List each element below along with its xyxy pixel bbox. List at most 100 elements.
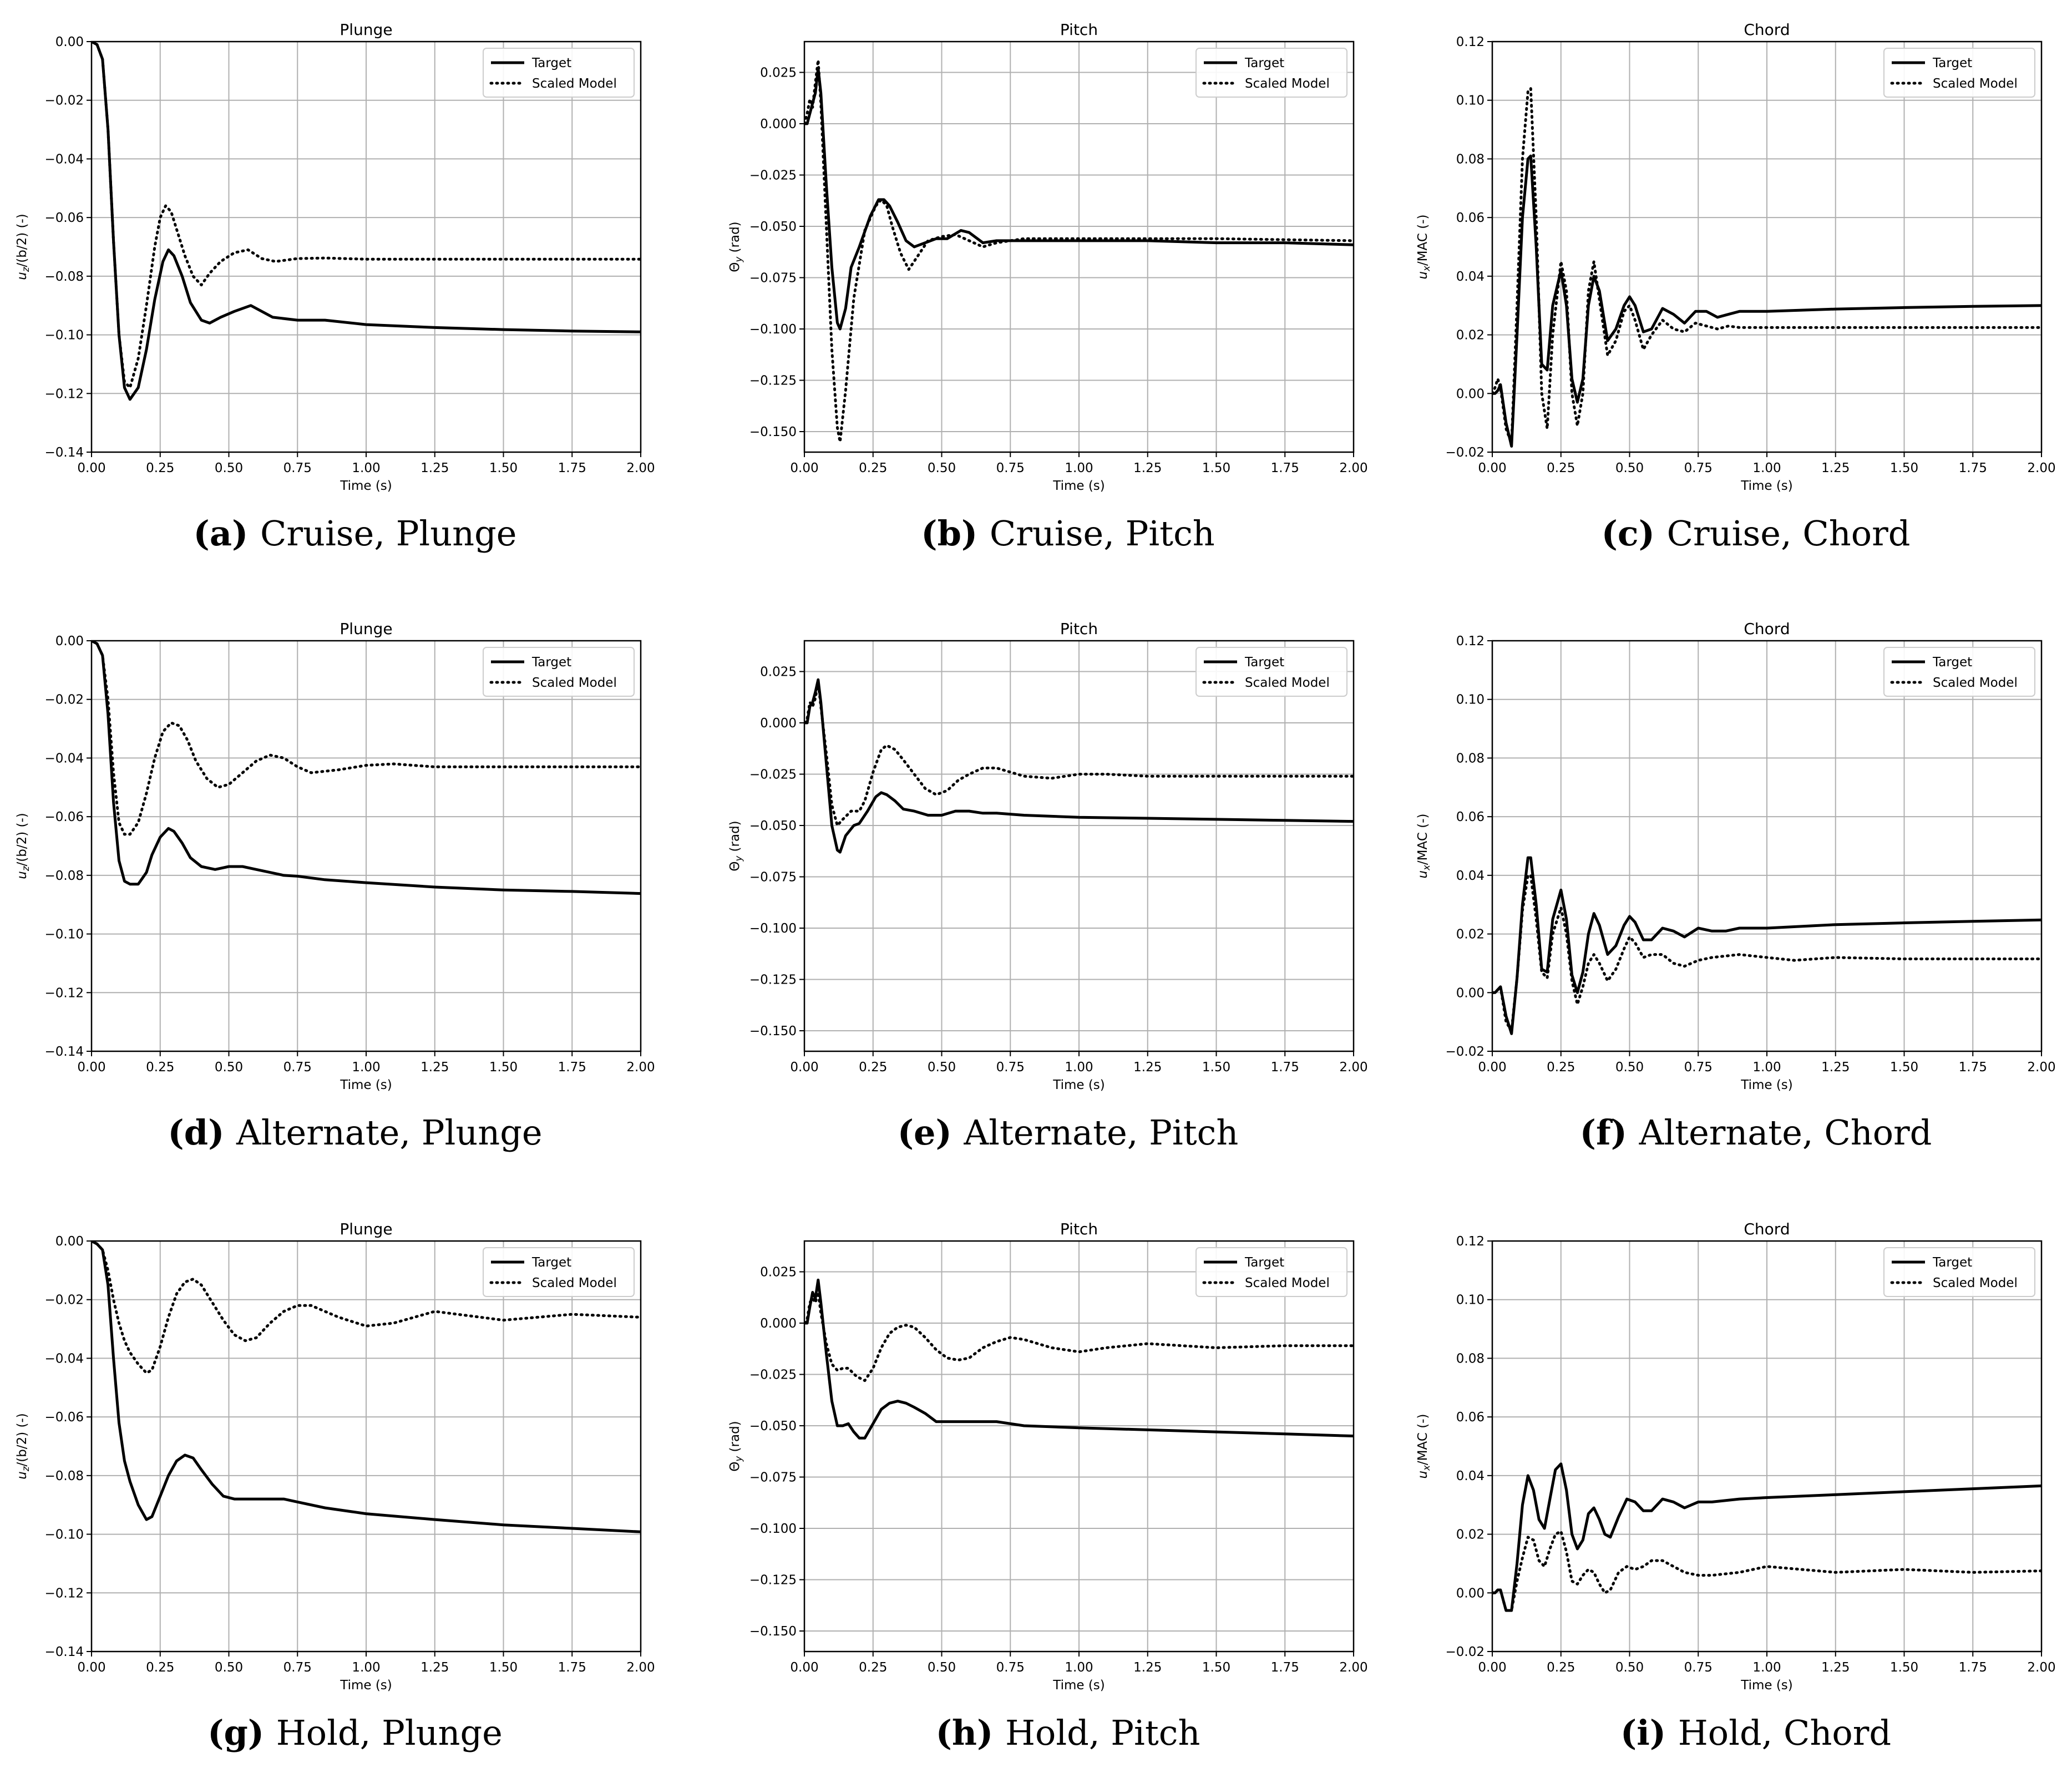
y-tick-label: −0.12 xyxy=(45,387,84,401)
x-axis-label: Time (s) xyxy=(1740,1678,1793,1693)
x-tick-label: 0.75 xyxy=(1684,461,1713,475)
y-tick-label: 0.025 xyxy=(760,66,797,80)
y-axis-label: uz/(b/2) (-) xyxy=(15,214,31,280)
y-tick-label: −0.025 xyxy=(749,1368,797,1382)
caption-text: Cruise, Chord xyxy=(1667,513,1911,554)
x-tick-label: 2.00 xyxy=(2027,1060,2055,1075)
y-tick-label: 0.06 xyxy=(1456,211,1485,225)
series-scaled-model-line xyxy=(804,680,1354,827)
chart-title: Plunge xyxy=(340,1220,392,1238)
y-tick-label: −0.12 xyxy=(45,1586,84,1600)
x-tick-label: 1.75 xyxy=(558,1060,586,1075)
y-tick-label: −0.025 xyxy=(749,768,797,782)
legend-label: Target xyxy=(531,655,571,670)
series-target-line xyxy=(92,641,641,895)
y-tick-label: −0.125 xyxy=(749,1573,797,1588)
legend-box xyxy=(1195,48,1347,98)
x-tick-label: 0.75 xyxy=(996,1660,1025,1675)
x-tick-label: 0.75 xyxy=(996,1060,1025,1075)
y-tick-label: −0.075 xyxy=(749,1471,797,1485)
x-tick-label: 0.50 xyxy=(215,1660,243,1675)
x-tick-label: 0.00 xyxy=(1478,1060,1506,1075)
y-tick-label: 0.025 xyxy=(760,1265,797,1280)
legend-box xyxy=(483,48,635,98)
y-tick-label: 0.00 xyxy=(55,1234,84,1249)
x-axis-label: Time (s) xyxy=(340,1678,392,1693)
legend-box xyxy=(483,647,635,697)
axes-frame xyxy=(1491,40,2043,453)
y-tick-label: 0.08 xyxy=(1456,152,1485,166)
y-tick-label: 0.08 xyxy=(1456,751,1485,766)
caption-letter: (i) xyxy=(1620,1713,1678,1753)
legend-label: Scaled Model xyxy=(1245,676,1330,690)
legend-label: Scaled Model xyxy=(1933,77,2018,91)
y-tick-label: −0.02 xyxy=(45,693,84,707)
x-tick-label: 0.00 xyxy=(1478,1660,1506,1675)
y-tick-label: −0.06 xyxy=(45,1410,84,1425)
chart-title: Chord xyxy=(1744,620,1790,638)
axes-frame xyxy=(803,1240,1355,1653)
y-tick-label: −0.14 xyxy=(45,445,84,460)
series-scaled-model-line xyxy=(1492,874,2041,1032)
panel-caption: (g) Hold, Plunge xyxy=(207,1713,503,1753)
y-tick-label: −0.06 xyxy=(45,211,84,225)
legend-label: Scaled Model xyxy=(532,676,617,690)
x-tick-label: 0.75 xyxy=(1684,1060,1713,1075)
y-tick-label: −0.10 xyxy=(45,328,84,343)
x-tick-label: 1.00 xyxy=(1752,461,1781,475)
caption-letter: (a) xyxy=(194,513,260,554)
legend-label: Target xyxy=(1932,655,1972,670)
x-axis-label: Time (s) xyxy=(340,479,392,493)
y-tick-label: 0.02 xyxy=(1456,928,1485,942)
series-scaled-model-line xyxy=(92,641,641,836)
x-tick-label: 2.00 xyxy=(1339,461,1367,475)
x-tick-label: 0.25 xyxy=(1547,461,1575,475)
y-tick-label: 0.04 xyxy=(1456,270,1485,284)
x-tick-label: 1.25 xyxy=(1133,1060,1162,1075)
panel-1: 0.00 0.25 0.50 0.75 1.00 1.25 1.50 1.75 2.00 −0.1… xyxy=(15,21,655,554)
caption-text: Cruise, Plunge xyxy=(260,513,517,554)
y-tick-label: −0.100 xyxy=(749,322,797,337)
panel-caption: (b) Cruise, Pitch xyxy=(921,513,1215,554)
x-tick-label: 2.00 xyxy=(626,461,655,475)
y-tick-label: −0.02 xyxy=(45,1293,84,1308)
legend-label: Target xyxy=(531,56,571,70)
x-tick-label: 2.00 xyxy=(2027,1660,2055,1675)
y-tick-label: −0.150 xyxy=(749,1624,797,1639)
caption-letter: (b) xyxy=(921,513,990,554)
y-tick-label: 0.08 xyxy=(1456,1351,1485,1366)
y-tick-label: −0.04 xyxy=(45,152,84,166)
x-tick-label: 1.50 xyxy=(1890,1060,1918,1075)
legend-label: Scaled Model xyxy=(532,1276,617,1290)
x-tick-label: 0.25 xyxy=(859,1060,887,1075)
x-tick-label: 1.50 xyxy=(1202,1060,1230,1075)
panel-4: 0.00 0.25 0.50 0.75 1.00 1.25 1.50 1.75 2.00 −0.1… xyxy=(15,620,655,1153)
y-tick-label: 0.12 xyxy=(1456,1234,1485,1249)
panel-caption: (a) Cruise, Plunge xyxy=(194,513,517,554)
x-tick-label: 0.00 xyxy=(790,1060,818,1075)
y-axis-label: ux/MAC (-) xyxy=(1416,1414,1432,1479)
x-tick-label: 1.75 xyxy=(1271,1660,1299,1675)
y-tick-label: 0.06 xyxy=(1456,810,1485,824)
x-tick-label: 2.00 xyxy=(626,1060,655,1075)
legend-label: Scaled Model xyxy=(1933,676,2018,690)
series-scaled-model-line xyxy=(92,1241,641,1375)
y-tick-label: −0.100 xyxy=(749,1522,797,1536)
legend-box xyxy=(1883,48,2035,98)
panel-8: 0.00 0.25 0.50 0.75 1.00 1.25 1.50 1.75 2.00 −0.1… xyxy=(728,1220,1368,1753)
x-tick-label: 1.50 xyxy=(1890,1660,1918,1675)
y-tick-label: 0.04 xyxy=(1456,1469,1485,1483)
y-tick-label: 0.00 xyxy=(1456,387,1485,401)
x-tick-label: 2.00 xyxy=(1339,1660,1367,1675)
x-tick-label: 1.00 xyxy=(352,461,380,475)
x-tick-label: 0.25 xyxy=(859,1660,887,1675)
caption-text: Alternate, Pitch xyxy=(963,1112,1238,1153)
legend-label: Scaled Model xyxy=(1245,1276,1330,1290)
x-tick-label: 0.25 xyxy=(146,1060,174,1075)
legend-box xyxy=(1883,1247,2035,1297)
y-tick-label: 0.12 xyxy=(1456,634,1485,649)
x-tick-label: 0.25 xyxy=(859,461,887,475)
axes-frame xyxy=(90,1240,642,1653)
y-axis-label: ux/MAC (-) xyxy=(1416,215,1432,280)
